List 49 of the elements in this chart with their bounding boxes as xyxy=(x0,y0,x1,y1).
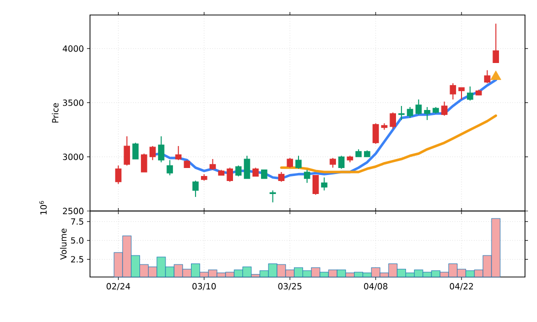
candlestick xyxy=(390,112,396,130)
candlestick xyxy=(235,165,242,177)
candlestick xyxy=(415,98,422,116)
candlestick xyxy=(210,158,216,170)
candlestick xyxy=(338,155,345,170)
candlestick xyxy=(312,174,319,196)
candlestick xyxy=(132,142,139,160)
candlestick xyxy=(115,165,122,184)
x-tick-label: 03/25 xyxy=(278,283,302,290)
x-tick-label: 04/08 xyxy=(364,283,388,290)
x-tick-label: 03/10 xyxy=(192,283,216,290)
candlestick xyxy=(226,167,233,182)
y-tick-label: 5.0 xyxy=(71,237,84,244)
candlestick xyxy=(406,106,414,118)
candlestick xyxy=(278,172,284,182)
y-tick-label: 2500 xyxy=(62,208,84,214)
y-axis-title: Volume xyxy=(60,228,67,260)
candlestick xyxy=(458,87,465,100)
candlestick xyxy=(295,155,302,170)
y-tick-label: 4000 xyxy=(62,45,84,52)
candlestick xyxy=(492,23,499,64)
y-tick-label: 3500 xyxy=(62,100,84,106)
y-tick-label: 7.5 xyxy=(71,218,84,225)
candlestick xyxy=(398,105,405,121)
candlestick xyxy=(244,155,250,180)
candlestick xyxy=(466,86,474,102)
y-axis-title: Price xyxy=(52,103,58,123)
x-tick-label: 04/22 xyxy=(450,283,473,290)
y-tick-label: 3000 xyxy=(62,154,84,160)
candlestick xyxy=(304,169,310,184)
candlestick xyxy=(166,160,173,176)
candlestick xyxy=(124,136,130,166)
candlestick xyxy=(424,106,430,121)
candlestick xyxy=(192,180,199,198)
candlestick xyxy=(441,101,448,116)
x-tick-label: 02/24 xyxy=(106,283,130,290)
candlestick xyxy=(321,176,328,191)
candlestick xyxy=(158,136,164,163)
candlestick xyxy=(150,146,156,161)
candlestick xyxy=(450,82,456,100)
text: 10$^{6}$ xyxy=(39,201,47,214)
candlestick xyxy=(372,122,379,144)
candlestick xyxy=(175,146,182,161)
candlestick xyxy=(270,190,276,203)
candlestick xyxy=(330,157,336,168)
candlestick xyxy=(286,157,294,168)
candlestick xyxy=(140,153,148,173)
y-tick-label: 2.5 xyxy=(71,256,84,262)
candlestick xyxy=(484,70,490,84)
